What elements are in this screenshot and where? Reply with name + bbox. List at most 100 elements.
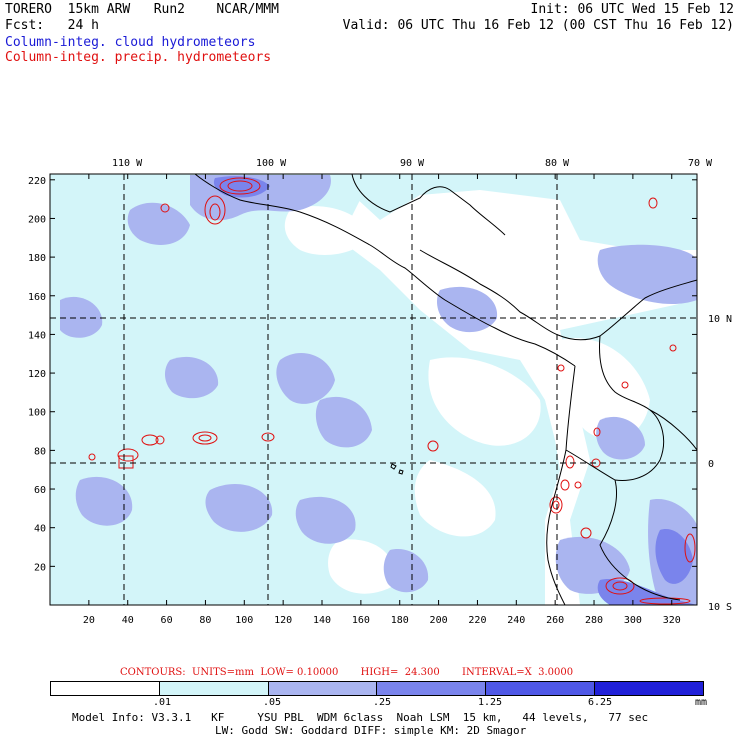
precip-contour bbox=[560, 479, 570, 491]
precip-contour bbox=[88, 453, 96, 461]
precip-contour bbox=[227, 180, 253, 192]
physics-info: LW: Godd SW: Goddard DIFF: simple KM: 2D… bbox=[215, 724, 527, 737]
precip-contour bbox=[160, 203, 170, 213]
legend-swatch bbox=[486, 682, 596, 695]
clear-region-5 bbox=[558, 338, 650, 440]
precip-contour bbox=[198, 434, 212, 442]
y-tick-label: 20 bbox=[34, 562, 46, 573]
legend-label-0: .01 bbox=[153, 697, 172, 708]
cloud-blob-4 bbox=[315, 396, 372, 448]
legend-label-1: .05 bbox=[263, 697, 282, 708]
x-tick-label: 80 bbox=[199, 615, 211, 626]
cloud-blob-8 bbox=[295, 496, 356, 544]
coastline-south-america bbox=[546, 365, 576, 605]
precip-contour bbox=[209, 203, 221, 221]
cloud-blob-15 bbox=[60, 296, 103, 338]
cloud-blob-11 bbox=[596, 416, 645, 460]
cloud-core-1 bbox=[655, 529, 693, 584]
lon-label-110w: 110 W bbox=[112, 158, 143, 169]
cloud-blob-2 bbox=[127, 202, 190, 245]
precip-contour bbox=[684, 533, 696, 563]
y-tick-label: 160 bbox=[28, 292, 46, 303]
x-tick-labels: 20 40 60 80 100 120 140 160 180 200 220 240 260 280 30… bbox=[83, 615, 681, 626]
contour-info: CONTOURS: UNITS=mm LOW= 0.10000 HIGH= 24… bbox=[120, 667, 574, 678]
clear-region-3 bbox=[284, 206, 370, 255]
x-tick-label: 260 bbox=[546, 615, 564, 626]
x-tick-label: 20 bbox=[83, 615, 95, 626]
lat-label-0: 0 bbox=[708, 459, 714, 470]
x-tick-label: 120 bbox=[274, 615, 292, 626]
x-tick-label: 200 bbox=[430, 615, 448, 626]
run-title: TORERO 15km ARW Run2 NCAR/MMM bbox=[5, 2, 279, 17]
precip-contour bbox=[574, 481, 582, 489]
cloud-region-north bbox=[330, 174, 697, 250]
x-tick-label: 180 bbox=[391, 615, 409, 626]
cloud-blob-9 bbox=[437, 286, 498, 333]
init-time: Init: 06 UTC Wed 15 Feb 12 bbox=[530, 2, 735, 17]
precip-contour bbox=[612, 581, 628, 591]
y-tick-label: 100 bbox=[28, 408, 46, 419]
cloud-blob-5 bbox=[164, 356, 219, 399]
cloud-field-shading bbox=[50, 174, 697, 605]
x-tick-label: 140 bbox=[313, 615, 331, 626]
x-tick-label: 160 bbox=[352, 615, 370, 626]
coastline bbox=[194, 174, 697, 605]
cloud-blob-3 bbox=[276, 352, 335, 404]
precip-contours bbox=[88, 177, 696, 605]
cloud-blob-14 bbox=[383, 549, 429, 593]
legend-swatch bbox=[159, 682, 269, 695]
clear-region-4 bbox=[328, 539, 396, 594]
y-tick-label: 220 bbox=[28, 176, 46, 187]
precip-contour bbox=[427, 440, 439, 452]
precip-field-title: Column-integ. precip. hydrometeors bbox=[5, 50, 272, 65]
precip-contour bbox=[117, 448, 139, 462]
legend-label-2: .25 bbox=[373, 697, 392, 708]
x-tick-label: 60 bbox=[161, 615, 173, 626]
coastline-yucatan bbox=[351, 174, 506, 236]
coastline-caribbean bbox=[419, 249, 697, 341]
y-tick-label: 60 bbox=[34, 485, 46, 496]
y-tick-label: 120 bbox=[28, 369, 46, 380]
legend-swatch bbox=[377, 682, 487, 695]
precip-contour bbox=[580, 527, 592, 539]
x-tick-label: 220 bbox=[468, 615, 486, 626]
precip-contour bbox=[261, 432, 275, 442]
precip-contour bbox=[648, 197, 658, 209]
precip-contour bbox=[669, 344, 677, 352]
legend-swatch bbox=[51, 682, 160, 695]
cloud-blob-7 bbox=[205, 484, 273, 532]
cloud-field-title: Column-integ. cloud hydrometeors bbox=[5, 35, 256, 50]
legend-swatch bbox=[268, 682, 378, 695]
lat-label-10n: 10 N bbox=[708, 314, 732, 325]
lon-label-70w: 70 W bbox=[688, 158, 713, 169]
clear-region-2 bbox=[414, 460, 496, 537]
precip-contour bbox=[192, 431, 218, 445]
y-tick-label: 140 bbox=[28, 330, 46, 341]
legend-swatch bbox=[595, 682, 703, 695]
valid-time: Valid: 06 UTC Thu 16 Feb 12 (00 CST Thu … bbox=[342, 18, 734, 33]
precip-contour bbox=[605, 577, 635, 595]
lat-lon-grid bbox=[50, 174, 697, 605]
precip-contour bbox=[155, 435, 165, 445]
legend-label-4: 6.25 bbox=[588, 697, 613, 708]
map-frame bbox=[49, 173, 698, 606]
y-tick-label: 200 bbox=[28, 214, 46, 225]
y-tick-label: 180 bbox=[28, 253, 46, 264]
clear-region-1 bbox=[428, 357, 541, 446]
cloud-blob-6 bbox=[75, 476, 133, 526]
lon-label-80w: 80 W bbox=[545, 158, 570, 169]
legend-label-3: 1.25 bbox=[478, 697, 503, 708]
x-tick-label: 280 bbox=[585, 615, 603, 626]
precip-contour bbox=[557, 364, 565, 372]
border-brazil bbox=[649, 409, 697, 451]
y-tick-label: 40 bbox=[34, 524, 46, 535]
forecast-map: 110 W 100 W 90 W 80 W 70 W 10 N 0 10 S 2… bbox=[28, 158, 732, 626]
lat-label-10s: 10 S bbox=[708, 602, 732, 613]
border-ecuador-peru bbox=[565, 449, 681, 601]
precip-contour bbox=[552, 500, 560, 510]
x-tick-label: 100 bbox=[235, 615, 253, 626]
galapagos-2 bbox=[398, 469, 404, 475]
precip-contour bbox=[639, 597, 691, 605]
y-tick-labels: 220 200 180 160 140 120 100 80 60 40 20 bbox=[28, 176, 46, 574]
precip-contour bbox=[219, 177, 261, 195]
